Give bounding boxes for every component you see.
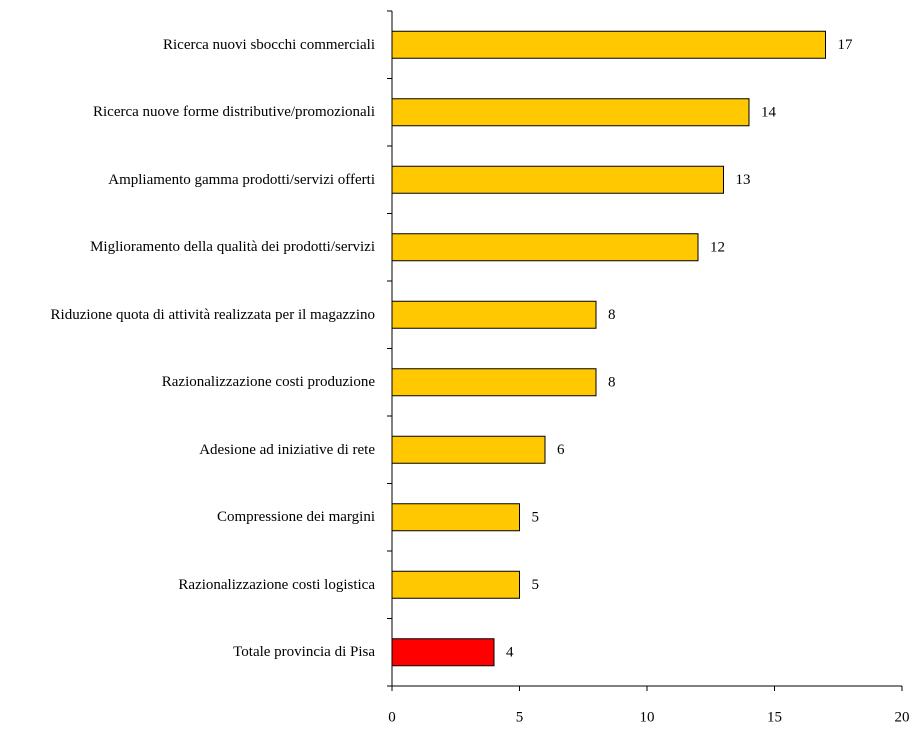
- bar: [391, 30, 826, 59]
- value-label: 5: [532, 577, 540, 593]
- bar: [391, 368, 597, 397]
- bar: [391, 435, 546, 464]
- y-tick-label: Adesione ad iniziative di rete: [199, 441, 375, 458]
- value-label: 6: [557, 442, 565, 458]
- bar: [391, 300, 597, 329]
- value-label: 8: [608, 307, 616, 323]
- y-tick-label: Ampliamento gamma prodotti/servizi offer…: [108, 171, 375, 188]
- y-tick-label: Razionalizzazione costi produzione: [161, 374, 375, 391]
- x-tick-label: 20: [895, 709, 910, 725]
- y-tick-label: Razionalizzazione costi logistica: [178, 576, 375, 593]
- value-label: 5: [532, 510, 540, 526]
- bar: [391, 98, 750, 127]
- value-label: 8: [608, 375, 616, 391]
- value-label: 14: [761, 105, 777, 121]
- x-tick-label: 5: [516, 709, 524, 725]
- bar: [391, 233, 699, 262]
- value-label: 4: [506, 645, 514, 661]
- bar: [391, 165, 724, 194]
- y-tick-label: Riduzione quota di attività realizzata p…: [50, 306, 375, 323]
- value-label: 17: [838, 37, 854, 53]
- x-tick-label: 10: [640, 709, 655, 725]
- y-tick-label: Miglioramento della qualità dei prodotti…: [90, 239, 375, 256]
- bar: [391, 503, 520, 532]
- x-tick-label: 0: [388, 709, 396, 725]
- bar: [391, 570, 520, 599]
- value-label: 13: [736, 172, 751, 188]
- y-tick-label: Totale provincia di Pisa: [233, 644, 375, 661]
- y-tick-label: Compressione dei margini: [216, 509, 375, 526]
- x-tick-label: 15: [767, 709, 782, 725]
- value-label: 12: [710, 240, 725, 256]
- y-tick-label: Ricerca nuovi sbocchi commerciali: [163, 36, 375, 53]
- y-tick-label: Ricerca nuove forme distributive/promozi…: [93, 104, 375, 121]
- bar: [391, 638, 495, 667]
